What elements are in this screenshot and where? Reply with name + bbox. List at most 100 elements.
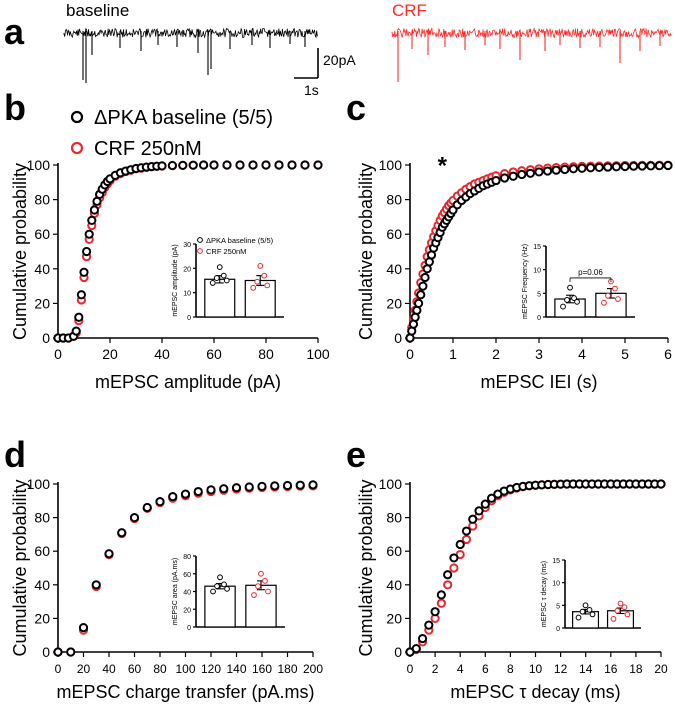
legend-label-baseline: ΔPKA baseline (5/5) <box>94 107 273 129</box>
y-axis-label: Cumulative probability <box>10 479 30 656</box>
y-tick-label: 0 <box>394 644 402 660</box>
significance-star: * <box>438 153 448 180</box>
x-tick-label: 40 <box>154 346 170 362</box>
data-point <box>78 623 89 633</box>
y-tick-label: 60 <box>386 543 402 559</box>
y-tick-label: 60 <box>386 226 402 242</box>
inset-data-point <box>265 588 271 595</box>
data-point <box>129 513 140 523</box>
y-tick-label: 80 <box>386 510 402 526</box>
y-axis-label: Cumulative probability <box>356 163 376 340</box>
data-point <box>525 168 536 178</box>
data-point <box>76 290 87 300</box>
legend-marker-crf <box>70 141 84 155</box>
y-tick-label: 20 <box>386 295 402 311</box>
data-point <box>231 483 242 493</box>
inset-data-point <box>621 604 628 611</box>
data-point <box>180 489 191 499</box>
data-point <box>142 502 152 513</box>
data-point <box>491 175 501 186</box>
main-legend: ΔPKA baseline (5/5) CRF 250nM <box>70 107 273 160</box>
data-point <box>219 484 229 494</box>
x-tick-label: 2 <box>432 662 439 676</box>
x-tick-label: 0 <box>55 662 62 676</box>
inset-y-tick-label: 5 <box>556 603 560 610</box>
data-point <box>117 528 127 538</box>
inset-y-tick-label: 0 <box>537 315 541 322</box>
inset-y-tick-label: 10 <box>183 291 191 298</box>
data-point <box>104 549 114 559</box>
data-point <box>416 290 426 300</box>
data-point <box>418 281 428 291</box>
x-tick-label: 6 <box>482 662 489 676</box>
x-tick-label: 60 <box>206 346 222 362</box>
data-point <box>436 590 446 600</box>
series-baseline <box>53 160 323 343</box>
inset-legend-marker-baseline <box>197 237 203 243</box>
inset-y-tick-label: 15 <box>533 244 541 251</box>
data-point <box>209 160 219 170</box>
data-point <box>199 160 209 170</box>
panel-letter-c: c <box>346 87 366 128</box>
legend-marker-baseline <box>70 110 84 124</box>
data-point <box>84 229 94 239</box>
data-point <box>257 481 267 491</box>
inset-data-point <box>589 611 596 618</box>
trace-noise <box>391 27 672 39</box>
inset-y-tick-label: 0 <box>187 315 191 322</box>
scale-bar: 20pA 1s <box>294 48 356 98</box>
trace-noise <box>63 27 318 39</box>
data-point <box>82 246 92 257</box>
x-tick-label: 80 <box>258 346 274 362</box>
data-point <box>74 312 84 322</box>
x-tick-label: 20 <box>102 346 118 362</box>
data-point <box>270 481 280 491</box>
data-point <box>443 570 453 580</box>
inset-y-tick-label: 5 <box>537 291 541 298</box>
y-tick-label: 0 <box>394 330 402 346</box>
scale-bar-time-label: 1s <box>304 82 319 98</box>
data-point <box>282 480 293 491</box>
inset-data-point <box>254 278 261 285</box>
scale-bar-amp-label: 20pA <box>323 52 356 68</box>
y-tick-label: 40 <box>34 577 50 593</box>
x-tick-label: 0 <box>406 346 414 362</box>
x-tick-label: 8 <box>507 662 514 676</box>
x-axis-label: mEPSC amplitude (pA) <box>95 372 281 392</box>
inset-bar <box>204 278 236 318</box>
inset-bar <box>204 585 236 628</box>
trace-label-crf: CRF <box>392 1 427 20</box>
inset-y-axis-label: mEPSC area (pA.ms) <box>172 558 179 625</box>
x-tick-label: 6 <box>664 346 672 362</box>
data-point <box>222 160 232 170</box>
data-point <box>79 267 89 277</box>
data-point <box>534 167 544 177</box>
inset-legend-crf: CRF 250nM <box>206 247 246 256</box>
trace-crf <box>391 27 672 82</box>
inset-y-tick-label: 0 <box>556 626 560 633</box>
data-point <box>551 165 561 175</box>
inset-data-point <box>575 614 582 621</box>
data-point <box>295 480 305 490</box>
data-point <box>66 647 76 657</box>
x-tick-label: 5 <box>621 346 629 362</box>
x-axis-label: mEPSC IEI (s) <box>480 372 597 392</box>
inset-legend-baseline: ΔPKA baseline (5/5) <box>206 236 274 245</box>
inset-data-point <box>605 292 611 299</box>
data-point <box>414 298 424 308</box>
x-tick-label: 18 <box>629 662 643 676</box>
y-tick-label: 100 <box>379 476 403 492</box>
data-point <box>560 164 570 175</box>
inset-y-tick-label: 15 <box>552 558 560 565</box>
inset-data-point <box>582 602 589 609</box>
x-tick-label: 100 <box>306 346 330 362</box>
inset-data-point <box>223 277 230 284</box>
inset-data-point <box>213 275 220 281</box>
inset-y-tick-label: 80 <box>183 554 191 561</box>
inset-data-point <box>220 272 227 279</box>
panel-letter-d: d <box>4 434 26 475</box>
data-point <box>417 633 428 644</box>
